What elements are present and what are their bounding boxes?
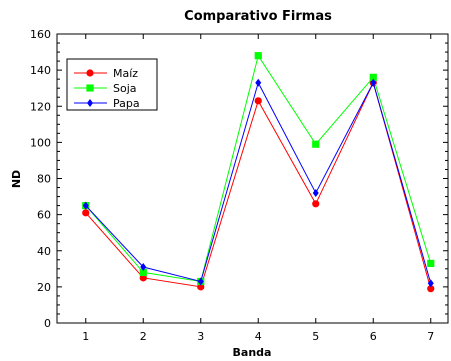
y-tick-label: 20: [37, 281, 51, 294]
y-tick-label: 140: [30, 64, 51, 77]
y-axis-label: ND: [10, 170, 23, 188]
data-point-soja: [139, 268, 147, 277]
data-point-papa: [427, 279, 434, 288]
data-point-papa: [370, 78, 377, 87]
legend-item-soja: Soja: [74, 82, 137, 95]
legend-item-maiz: Maíz: [74, 67, 138, 80]
x-axis-label: Banda: [233, 346, 272, 359]
series-papa: [82, 78, 434, 288]
x-tick-label: 6: [370, 330, 377, 343]
x-tick-label: 7: [427, 330, 434, 343]
x-tick-label: 4: [255, 330, 262, 343]
x-tick-label: 5: [312, 330, 319, 343]
data-point-maiz: [254, 97, 262, 105]
x-tick-label: 2: [140, 330, 147, 343]
data-point-papa: [140, 263, 147, 272]
legend-label: Soja: [113, 82, 137, 95]
legend-marker-papa: [87, 99, 93, 107]
legend-marker-soja: [86, 84, 94, 92]
series-line-papa: [85, 81, 432, 284]
y-tick-label: 0: [44, 317, 51, 330]
chart-title: Comparativo Firmas: [184, 9, 332, 24]
x-axis: 1 2 3 4 5 6 7: [82, 34, 434, 343]
y-tick-label: 80: [37, 173, 51, 186]
legend-item-papa: Papa: [74, 97, 140, 110]
data-point-maiz: [82, 209, 90, 217]
y-tick-label: 100: [30, 136, 51, 149]
y-tick-label: 120: [30, 100, 51, 113]
data-point-maiz: [139, 274, 147, 282]
data-point-soja: [369, 73, 377, 81]
data-point-soja: [254, 52, 262, 60]
data-point-maiz: [427, 285, 435, 293]
data-point-papa: [197, 277, 204, 286]
legend-marker-maiz: [86, 69, 94, 77]
x-tick-label: 1: [82, 330, 89, 343]
series-layer: [82, 52, 435, 293]
data-point-maiz: [197, 283, 205, 291]
y-axis: 0 20 40 60 80 100 120 140 160: [30, 28, 448, 330]
legend-label: Maíz: [113, 67, 138, 80]
data-point-maiz: [312, 200, 320, 208]
legend: Maíz Soja Papa: [66, 58, 158, 111]
data-point-soja: [312, 140, 320, 148]
data-point-papa: [312, 188, 319, 197]
y-tick-label: 160: [30, 28, 51, 41]
data-point-papa: [82, 201, 89, 210]
y-tick-label: 60: [37, 209, 51, 222]
legend-box: [66, 58, 158, 111]
legend-label: Papa: [113, 97, 140, 110]
x-tick-label: 3: [197, 330, 204, 343]
series-line-maiz: [85, 81, 432, 289]
data-point-soja: [427, 259, 435, 267]
data-point-papa: [255, 78, 262, 87]
y-tick-label: 40: [37, 245, 51, 258]
